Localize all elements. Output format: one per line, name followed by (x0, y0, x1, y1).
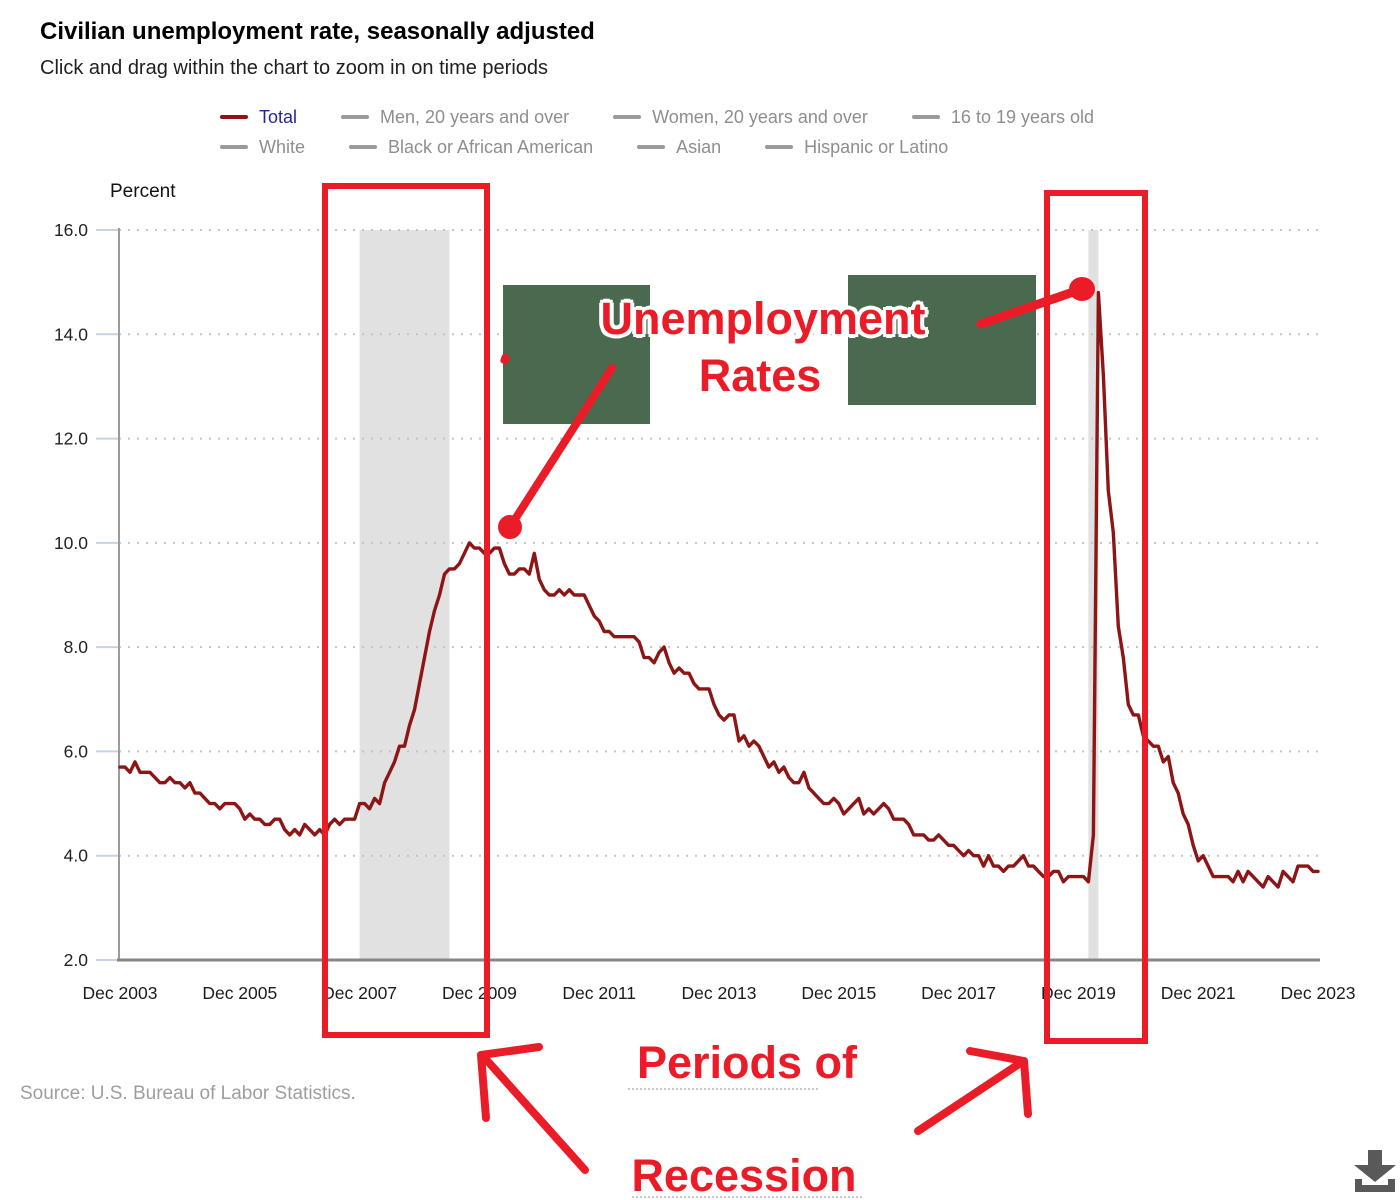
source-attribution: Source: U.S. Bureau of Labor Statistics. (20, 1083, 356, 1104)
legend-swatch-total (220, 115, 248, 119)
page-subtitle: Click and drag within the chart to zoom … (40, 57, 549, 79)
legend-label-asian: Asian (676, 136, 722, 157)
legend-swatch-women-20-years-and-over (613, 115, 642, 119)
legend-swatch-hispanic-or-latino (765, 145, 794, 149)
x-tick-label-Dec-2007: Dec 2007 (322, 983, 397, 1003)
y-tick-label-8.0: 8.0 (64, 637, 89, 657)
y-tick-label-6.0: 6.0 (64, 741, 89, 761)
text-baseline-artifact-1 (628, 1088, 818, 1090)
x-tick-label-Dec-2017: Dec 2017 (921, 983, 996, 1003)
x-tick-label-Dec-2005: Dec 2005 (202, 983, 277, 1003)
recession-highlight-box-2008 (322, 183, 490, 1038)
x-tick-label-Dec-2015: Dec 2015 (801, 983, 876, 1003)
recession-arrow-right (914, 1047, 1032, 1135)
x-tick-label-Dec-2003: Dec 2003 (83, 983, 158, 1003)
x-tick-label-Dec-2009: Dec 2009 (442, 983, 517, 1003)
legend-label-men-20-years-and-over: Men, 20 years and over (380, 106, 570, 127)
x-tick-label-Dec-2021: Dec 2021 (1161, 983, 1236, 1003)
legend-label-black-or-african-american: Black or African American (388, 136, 594, 157)
legend-item-black-or-african-american[interactable]: Black or African American (349, 137, 593, 158)
recession-arrow-left (477, 1043, 589, 1174)
y-axis-title: Percent (110, 181, 176, 202)
y-tick-label-14.0: 14.0 (54, 324, 88, 344)
legend-row-1: Total Men, 20 years and over Women, 20 yea… (220, 102, 1320, 132)
annotation-unemployment-line2: Rates (698, 350, 822, 401)
x-tick-label-Dec-2023: Dec 2023 (1281, 983, 1356, 1003)
annotation-unemployment-line1: Unemployment (600, 293, 926, 344)
annotation-recession-label: Recession (631, 1150, 857, 1200)
annotation-periods-of-label: Periods of (636, 1037, 858, 1088)
legend-label-16-to-19-years-old: 16 to 19 years old (950, 106, 1095, 127)
legend-row-2: White Black or African American Asian Hispa… (220, 132, 1320, 162)
legend-item-total[interactable]: Total (220, 107, 297, 128)
legend-label-total: Total (259, 106, 298, 127)
x-tick-label-Dec-2011: Dec 2011 (562, 983, 636, 1003)
download-tray (1355, 1179, 1395, 1192)
legend-item-hispanic-or-latino[interactable]: Hispanic or Latino (765, 137, 948, 158)
legend-label-women-20-years-and-over: Women, 20 years and over (652, 106, 868, 127)
legend-swatch-asian (637, 145, 666, 149)
legend-swatch-16-to-19-years-old (911, 115, 940, 119)
page-title: Civilian unemployment rate, seasonally a… (40, 18, 595, 45)
legend-swatch-men-20-years-and-over (341, 115, 370, 119)
legend-swatch-white (220, 145, 248, 149)
unemployment-line-chart[interactable]: 2.0 4.0 6.0 8.0 10.0 12.0 14.0 16.0 Dec 2003 Dec … (0, 0, 1400, 1060)
legend-item-women-20-years-and-over[interactable]: Women, 20 years and over (613, 107, 868, 128)
legend-item-16-to-19-years-old[interactable]: 16 to 19 years old (911, 106, 1095, 128)
recession-band-1 (359, 230, 450, 959)
download-arrow-stem (1368, 1150, 1382, 1167)
download-arrow-head (1354, 1165, 1396, 1182)
y-tick-label-16.0: 16.0 (54, 220, 88, 240)
download-icon[interactable] (1352, 1146, 1398, 1196)
legend-label-white: White (259, 136, 306, 157)
legend-item-asian[interactable]: Asian (637, 137, 721, 158)
recession-band-2 (1088, 230, 1099, 959)
x-tick-label-Dec-2019: Dec 2019 (1041, 983, 1116, 1003)
legend-item-white[interactable]: White (220, 137, 305, 158)
y-tick-label-12.0: 12.0 (54, 429, 88, 449)
legend-label-hispanic-or-latino: Hispanic or Latino (804, 136, 949, 157)
legend: Total Men, 20 years and over Women, 20 yea… (220, 102, 1320, 162)
text-baseline-artifact-2 (632, 1196, 862, 1198)
legend-swatch-black-or-african-american (349, 145, 378, 149)
series-line-total (118, 290, 1320, 889)
y-tick-label-2.0: 2.0 (64, 950, 89, 970)
recession-highlight-box-2020 (1044, 190, 1148, 1044)
x-tick-label-Dec-2013: Dec 2013 (682, 983, 757, 1003)
y-tick-label-10.0: 10.0 (54, 533, 88, 553)
legend-item-men-20-years-and-over[interactable]: Men, 20 years and over (341, 107, 569, 128)
y-tick-label-4.0: 4.0 (64, 846, 89, 866)
